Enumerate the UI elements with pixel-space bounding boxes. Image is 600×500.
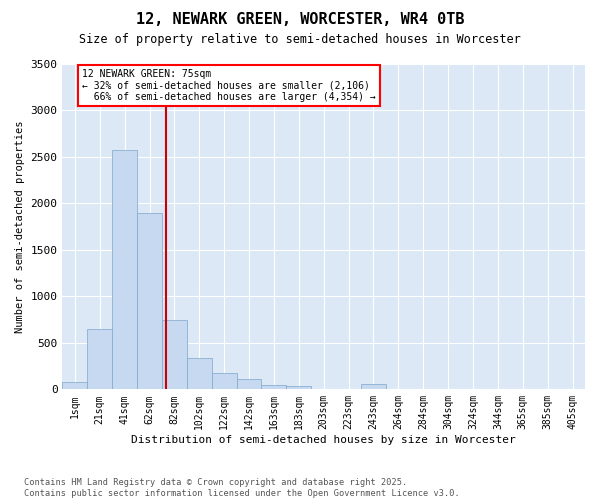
Text: Contains HM Land Registry data © Crown copyright and database right 2025.
Contai: Contains HM Land Registry data © Crown c… — [24, 478, 460, 498]
Text: Size of property relative to semi-detached houses in Worcester: Size of property relative to semi-detach… — [79, 32, 521, 46]
Bar — [236, 379, 262, 390]
Bar — [286, 386, 311, 390]
Bar — [88, 329, 112, 390]
Bar — [137, 212, 162, 390]
Text: 12, NEWARK GREEN, WORCESTER, WR4 0TB: 12, NEWARK GREEN, WORCESTER, WR4 0TB — [136, 12, 464, 28]
X-axis label: Distribution of semi-detached houses by size in Worcester: Distribution of semi-detached houses by … — [131, 435, 516, 445]
Bar — [112, 150, 137, 390]
Y-axis label: Number of semi-detached properties: Number of semi-detached properties — [15, 120, 25, 333]
Bar — [361, 384, 386, 390]
Text: 12 NEWARK GREEN: 75sqm
← 32% of semi-detached houses are smaller (2,106)
  66% o: 12 NEWARK GREEN: 75sqm ← 32% of semi-det… — [82, 68, 376, 102]
Bar — [262, 384, 286, 390]
Bar — [162, 320, 187, 390]
Bar — [187, 358, 212, 390]
Bar — [212, 373, 236, 390]
Bar — [62, 382, 88, 390]
